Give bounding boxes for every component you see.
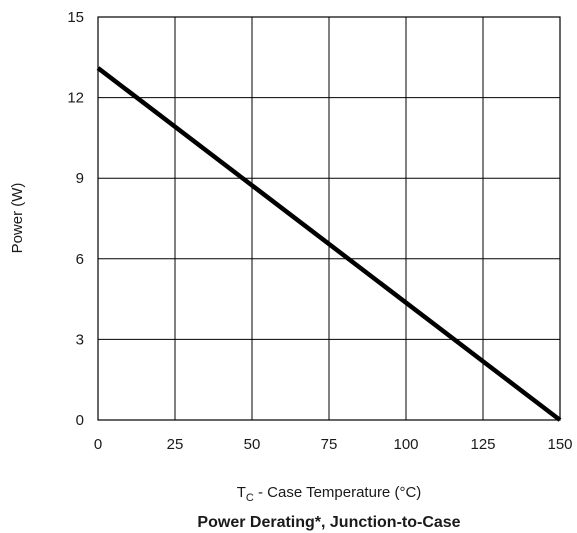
x-tick-label: 75 bbox=[321, 436, 338, 453]
y-tick-label: 0 bbox=[76, 412, 84, 429]
x-tick-label: 25 bbox=[167, 436, 184, 453]
x-tick-labels: 0 25 50 75 100 125 150 bbox=[94, 436, 573, 453]
y-tick-label: 9 bbox=[76, 170, 84, 187]
x-tick-label: 150 bbox=[547, 436, 572, 453]
y-tick-label: 3 bbox=[76, 331, 84, 348]
x-axis-label: TC - Case Temperature (°C) bbox=[237, 484, 422, 504]
y-axis-label: Power (W) bbox=[9, 183, 26, 254]
x-tick-label: 100 bbox=[393, 436, 418, 453]
x-axis-label-prefix: T bbox=[237, 484, 246, 501]
chart-title: Power Derating*, Junction-to-Case bbox=[197, 514, 460, 531]
y-tick-labels: 0 3 6 9 12 15 bbox=[67, 9, 84, 429]
x-tick-label: 0 bbox=[94, 436, 102, 453]
x-tick-label: 50 bbox=[244, 436, 261, 453]
grid bbox=[97, 16, 561, 421]
derating-line bbox=[96, 66, 562, 422]
plot-frame bbox=[97, 16, 561, 421]
x-tick-label: 125 bbox=[470, 436, 495, 453]
y-tick-label: 15 bbox=[67, 9, 84, 26]
x-axis-label-suffix: - Case Temperature (°C) bbox=[254, 484, 421, 501]
series-layer bbox=[96, 66, 562, 422]
y-tick-label: 12 bbox=[67, 90, 84, 107]
x-axis-label-subscript: C bbox=[246, 492, 254, 504]
y-tick-label: 6 bbox=[76, 251, 84, 268]
